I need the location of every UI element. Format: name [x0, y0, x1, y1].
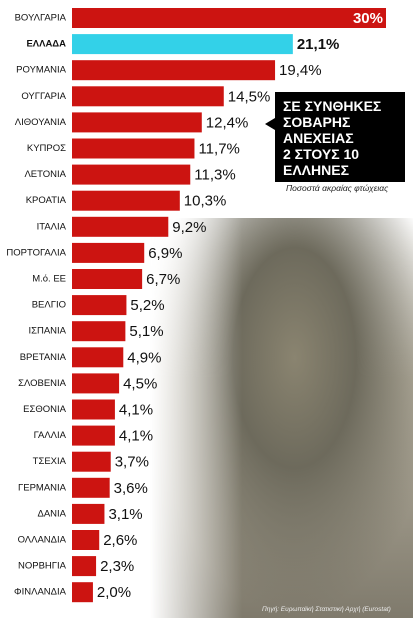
- bar: [72, 321, 126, 342]
- bar: [72, 582, 93, 603]
- value-label: 11,7%: [198, 140, 239, 157]
- value-label: 2,3%: [100, 558, 134, 575]
- category-label: ΔΑΝΙΑ: [37, 508, 66, 519]
- bar: [72, 112, 202, 133]
- callout-pointer: [265, 118, 275, 130]
- bar: [72, 60, 276, 81]
- value-label: 4,1%: [119, 401, 153, 418]
- bar: [72, 138, 195, 159]
- value-label: 3,7%: [115, 454, 149, 471]
- value-label: 6,7%: [146, 271, 180, 288]
- bar: [72, 451, 111, 472]
- background-photo: [150, 218, 413, 618]
- category-label: ΟΥΓΓΑΡΙΑ: [21, 91, 66, 102]
- value-label: 9,2%: [172, 219, 206, 236]
- category-label: ΒΕΛΓΙΟ: [32, 300, 66, 311]
- bar: [72, 477, 110, 498]
- value-label: 3,6%: [114, 480, 148, 497]
- bar: [72, 269, 143, 289]
- bar: [72, 8, 386, 28]
- value-label: 5,2%: [130, 297, 164, 314]
- category-label: ΛΙΘΟΥΑΝΙΑ: [15, 117, 67, 128]
- bar: [72, 399, 115, 420]
- category-label: ΚΥΠΡΟΣ: [27, 143, 66, 154]
- value-label: 4,5%: [123, 375, 157, 392]
- category-label: ΠΟΡΤΟΓΑΛΙΑ: [6, 247, 66, 258]
- category-label: ΓΑΛΛΙΑ: [34, 430, 67, 441]
- category-label: ΕΛΛΑΔΑ: [26, 39, 66, 50]
- category-label: ΒΡΕΤΑΝΙΑ: [20, 352, 67, 363]
- bar: [72, 347, 124, 368]
- value-label: 2,0%: [97, 584, 131, 601]
- headline-line: ΣΕ ΣΥΝΘΗΚΕΣ: [283, 98, 382, 114]
- source-credit: Πηγή: Ευρωπαϊκή Στατιστική Αρχή (Eurosta…: [262, 606, 391, 613]
- category-label: ΙΣΠΑΝΙΑ: [28, 326, 66, 337]
- category-label: ΒΟΥΛΓΑΡΙΑ: [15, 13, 67, 24]
- value-label: 2,6%: [103, 532, 137, 549]
- chart-subtitle: Ποσοστά ακραίας φτώχειας: [286, 183, 389, 193]
- value-label: 6,9%: [148, 245, 182, 262]
- headline-line: ΕΛΛΗΝΕΣ: [283, 162, 349, 178]
- category-label: ΦΙΝΛΑΝΔΙΑ: [14, 587, 67, 598]
- value-label: 11,3%: [194, 167, 235, 184]
- bar: [72, 556, 97, 577]
- value-label: 3,1%: [108, 506, 142, 523]
- headline-line: 2 ΣΤΟΥΣ 10: [283, 146, 360, 162]
- bar: [72, 373, 120, 394]
- category-label: ΓΕΡΜΑΝΙΑ: [18, 482, 67, 493]
- category-label: Μ.ό. ΕΕ: [32, 274, 66, 285]
- value-label: 14,5%: [228, 88, 271, 105]
- bar: [72, 164, 191, 185]
- category-label: ΤΣΕΧΙΑ: [33, 456, 67, 467]
- headline-line: ΣΟΒΑΡΗΣ: [283, 114, 351, 130]
- value-label: 4,9%: [127, 349, 161, 366]
- category-label: ΡΟΥΜΑΝΙΑ: [16, 65, 67, 76]
- value-label: 10,3%: [184, 193, 227, 210]
- bar: [72, 425, 115, 446]
- value-label: 21,1%: [297, 36, 340, 53]
- category-label: ΣΛΟΒΕΝΙΑ: [18, 378, 67, 389]
- bar: [72, 86, 224, 107]
- bar: [72, 190, 180, 211]
- bar: [72, 503, 105, 524]
- value-label: 30%: [353, 10, 383, 27]
- bar: [72, 242, 145, 263]
- value-label: 4,1%: [119, 428, 153, 445]
- category-label: ΝΟΡΒΗΓΙΑ: [18, 561, 67, 572]
- headline-callout: ΣΕ ΣΥΝΘΗΚΕΣ ΣΟΒΑΡΗΣ ΑΝΕΧΕΙΑΣ 2 ΣΤΟΥΣ 10 …: [275, 92, 405, 182]
- value-label: 19,4%: [279, 62, 322, 79]
- category-label: ΙΤΑΛΙΑ: [37, 221, 67, 232]
- bar: [72, 34, 293, 55]
- category-label: ΛΕΤΟΝΙΑ: [24, 169, 66, 180]
- value-label: 5,1%: [129, 323, 163, 340]
- bar: [72, 216, 169, 237]
- value-label: 12,4%: [206, 114, 249, 131]
- headline-line: ΑΝΕΧΕΙΑΣ: [283, 130, 354, 146]
- bar: [72, 295, 127, 316]
- category-label: ΕΣΘΟΝΙΑ: [23, 404, 66, 415]
- category-label: ΟΛΛΑΝΔΙΑ: [18, 535, 67, 546]
- bar: [72, 530, 100, 550]
- category-label: ΚΡΟΑΤΙΑ: [26, 195, 67, 206]
